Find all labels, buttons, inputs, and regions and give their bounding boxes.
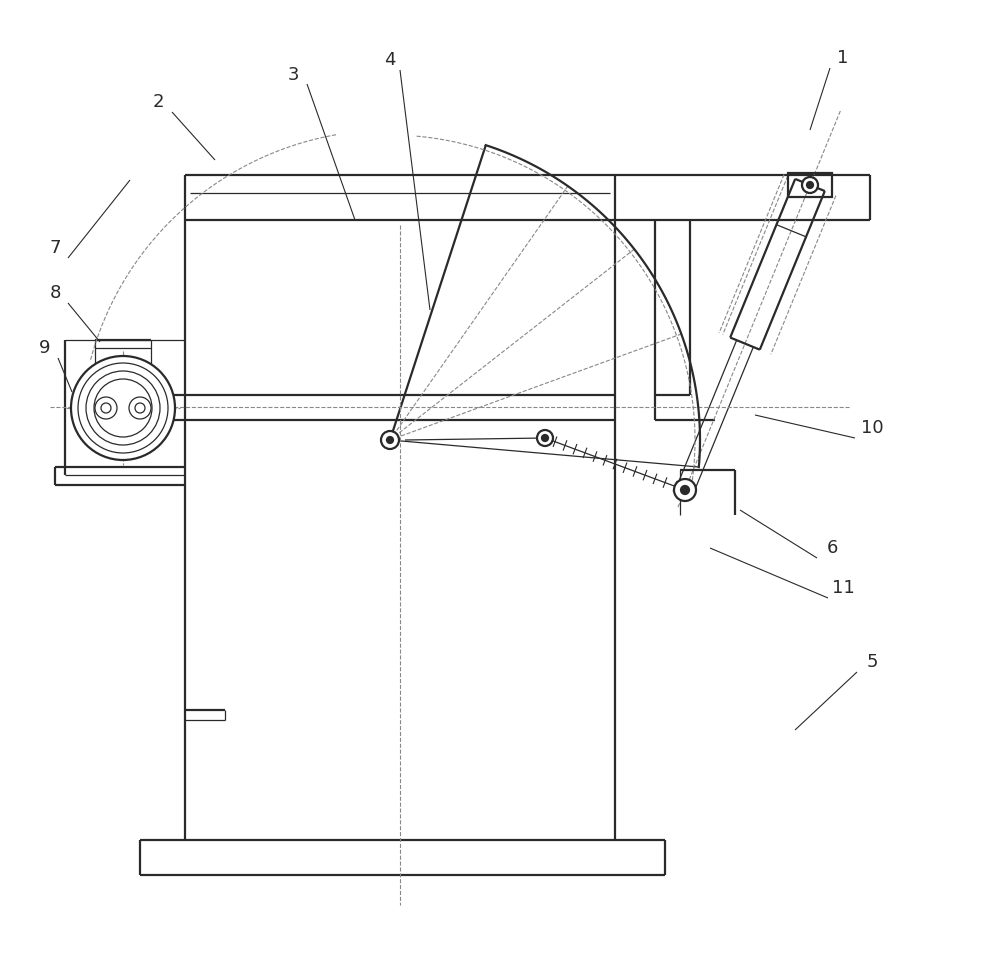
Circle shape: [387, 437, 393, 443]
Circle shape: [95, 397, 117, 419]
Circle shape: [71, 356, 175, 460]
Circle shape: [542, 435, 548, 441]
Circle shape: [674, 479, 696, 501]
Text: 2: 2: [152, 93, 164, 111]
Text: 5: 5: [866, 653, 878, 671]
Text: 7: 7: [49, 239, 61, 257]
Text: 1: 1: [837, 49, 849, 67]
Text: 8: 8: [49, 284, 61, 302]
Text: 9: 9: [39, 339, 51, 357]
Text: 6: 6: [826, 539, 838, 557]
Bar: [788, 173, 832, 197]
Circle shape: [381, 431, 399, 449]
Circle shape: [681, 486, 689, 494]
Circle shape: [802, 177, 818, 193]
Circle shape: [807, 182, 813, 188]
Circle shape: [129, 397, 151, 419]
Text: 4: 4: [384, 51, 396, 69]
Text: 3: 3: [287, 66, 299, 84]
Circle shape: [537, 430, 553, 446]
Text: 11: 11: [832, 579, 854, 597]
Text: 10: 10: [861, 419, 883, 437]
